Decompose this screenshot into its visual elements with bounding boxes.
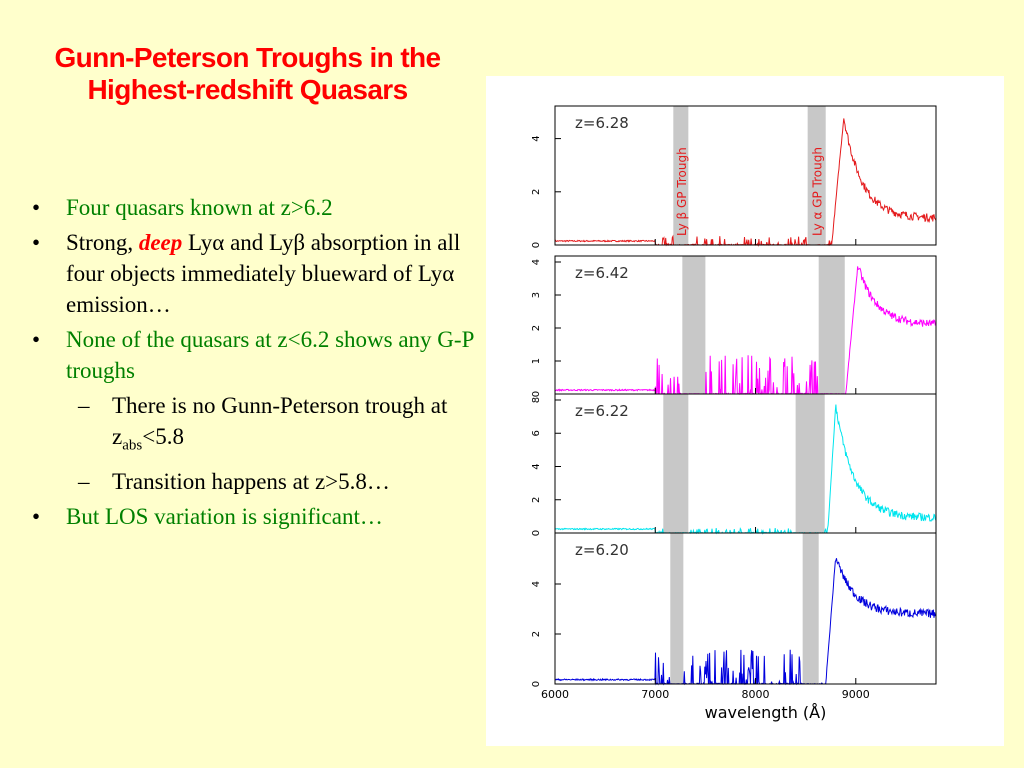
spectra-chart: Ly β GP Trough Ly α GP Trough 0 2 4 z=6.28 0 1 2… <box>531 105 937 722</box>
panel-frame <box>554 532 937 685</box>
sub-bullet-1-subscript: abs <box>122 437 143 454</box>
bullet-2-emphasis: deep <box>138 230 183 255</box>
y-tick-label: 3 <box>531 292 542 298</box>
sub-bullet-2: – Transition happens at z>5.8… <box>30 466 495 497</box>
y-tick-label: 4 <box>531 259 542 265</box>
spectrum-line <box>554 266 937 396</box>
bullet-2-text-pre: Strong, <box>66 230 139 255</box>
gp-trough-band <box>670 533 684 684</box>
y-tick-label: 6 <box>531 430 542 436</box>
y-tick-label: 4 <box>531 135 542 141</box>
y-tick-label: 0 <box>531 530 542 536</box>
bullet-1-text: Four quasars known at z>6.2 <box>66 195 333 220</box>
gp-trough-band <box>673 106 689 245</box>
bullet-list: • Four quasars known at z>6.2 • Strong, … <box>30 192 495 536</box>
gp-trough-band <box>802 533 819 684</box>
spectrum-line <box>554 404 937 535</box>
y-tick-label: 2 <box>531 189 542 195</box>
spectra-figure: Ly β GP Trough Ly α GP Trough 0 2 4 z=6.28 0 1 2… <box>486 76 1004 746</box>
y-tick-label: 0 <box>531 391 542 397</box>
sub-bullet-1-text-pre: There is no Gunn-Peterson trough at z <box>112 393 448 449</box>
bullet-1: • Four quasars known at z>6.2 <box>30 192 495 223</box>
y-tick-label: 2 <box>531 497 542 503</box>
slide-title: Gunn-Peterson Troughs in the Highest-red… <box>10 42 485 107</box>
bullet-glyph: • <box>32 230 41 255</box>
bullet-glyph: • <box>32 327 41 352</box>
panel-frame <box>554 105 937 246</box>
spectrum-line <box>554 118 937 247</box>
y-tick-label: 0 <box>531 681 542 687</box>
bullet-2: • Strong, deep Lyα and Lyβ absorption in… <box>30 227 495 320</box>
y-tick-label: 1 <box>531 358 542 364</box>
gp-trough-band <box>807 106 826 245</box>
redshift-label: z=6.20 <box>575 541 629 559</box>
title-line-1: Gunn-Peterson Troughs in the <box>54 42 441 73</box>
y-tick-label: 4 <box>531 463 542 469</box>
y-tick-label: 0 <box>531 242 542 248</box>
gp-trough-band <box>795 394 825 533</box>
x-tick-label: 6000 <box>541 688 569 701</box>
bullet-2-text-post: Lyα and Lyβ absorption in all four objec… <box>66 230 461 317</box>
x-tick-label: 9000 <box>842 688 870 701</box>
gp-trough-band <box>818 256 845 394</box>
trough-label: Ly β GP Trough <box>675 147 689 236</box>
trough-label: Ly α GP Trough <box>811 147 825 236</box>
gp-trough-band <box>663 394 689 533</box>
sub-bullet-1-text-post: <5.8 <box>142 424 184 449</box>
y-tick-label: 4 <box>531 581 542 587</box>
bullet-4: • But LOS variation is significant… <box>30 501 495 532</box>
dash-glyph: – <box>78 468 90 494</box>
x-axis-label: wavelength (Å) <box>705 703 827 722</box>
spectrum-line <box>555 558 937 686</box>
y-tick-label: 2 <box>531 325 542 331</box>
x-tick-label: 7000 <box>641 688 669 701</box>
sub-bullet-2-text: Transition happens at z>5.8… <box>112 468 390 494</box>
y-tick-label: 2 <box>531 631 542 637</box>
bullet-3: • None of the quasars at z<6.2 shows any… <box>30 324 495 386</box>
bullet-4-text: But LOS variation is significant… <box>66 503 383 529</box>
y-tick-label: 8 <box>531 397 542 403</box>
bullet-glyph: • <box>32 195 41 220</box>
dash-glyph: – <box>78 393 90 418</box>
bullet-3-text: None of the quasars at z<6.2 shows any G… <box>66 327 474 383</box>
bullet-glyph: • <box>32 503 41 529</box>
gp-trough-band <box>682 256 706 394</box>
x-tick-label: 8000 <box>742 688 770 701</box>
sub-bullet-1: – There is no Gunn-Peterson trough at za… <box>30 390 495 462</box>
redshift-label: z=6.22 <box>575 402 629 420</box>
redshift-label: z=6.42 <box>575 264 629 282</box>
title-line-2: Highest-redshift Quasars <box>87 74 408 106</box>
redshift-label: z=6.28 <box>575 114 629 132</box>
